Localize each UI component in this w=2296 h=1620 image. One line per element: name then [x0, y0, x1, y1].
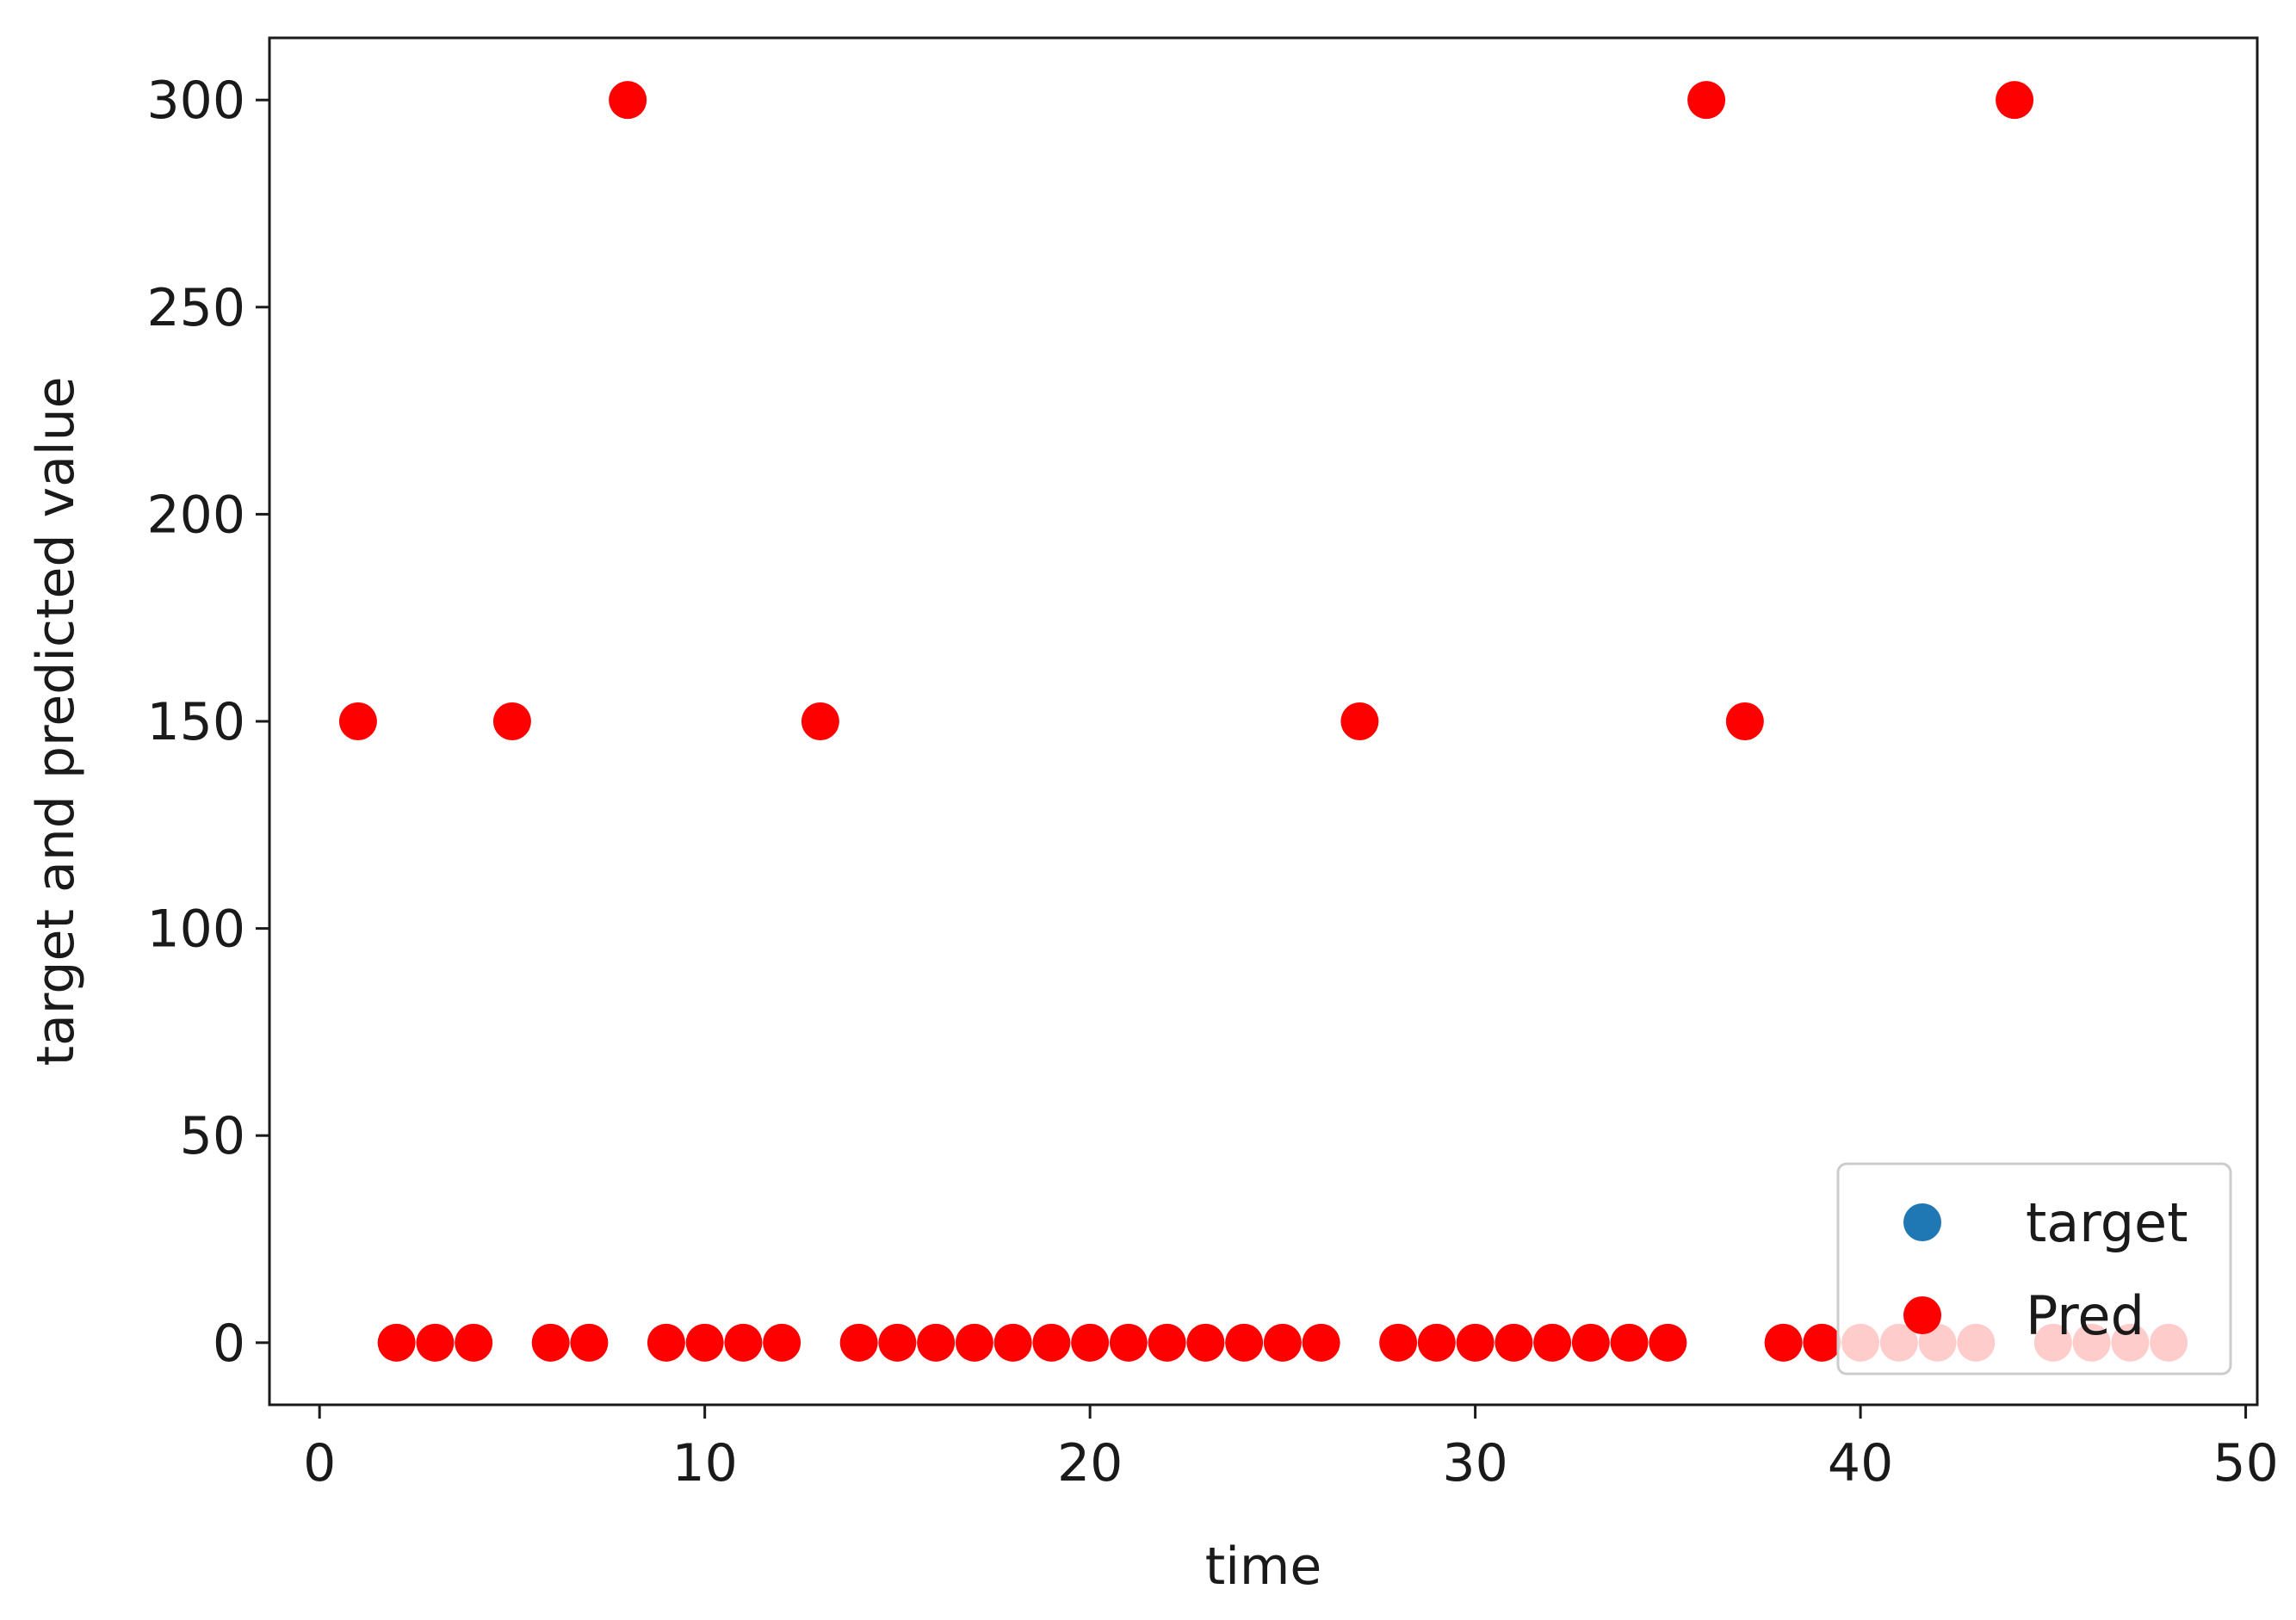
- y-tick-label: 0: [213, 1314, 245, 1374]
- data-point-pred: [1379, 1323, 1418, 1362]
- y-tick-label: 100: [146, 900, 245, 960]
- x-axis-label: time: [1205, 1537, 1322, 1597]
- data-point-pred: [338, 702, 377, 740]
- legend-marker-target: [1903, 1203, 1941, 1241]
- data-point-pred: [1533, 1323, 1572, 1362]
- data-point-pred: [492, 702, 531, 740]
- y-tick-label: 250: [146, 278, 245, 338]
- data-point-pred: [917, 1323, 956, 1362]
- data-point-pred: [531, 1323, 570, 1362]
- y-tick-label: 300: [146, 71, 245, 131]
- data-point-pred: [1610, 1323, 1649, 1362]
- data-point-pred: [724, 1323, 763, 1362]
- data-point-pred: [763, 1323, 801, 1362]
- data-point-pred: [1340, 702, 1379, 740]
- data-point-pred: [377, 1323, 416, 1362]
- data-point-pred: [1302, 1323, 1340, 1362]
- data-point-pred: [647, 1323, 685, 1362]
- legend: target Pred: [1836, 1162, 2232, 1376]
- data-point-pred: [1495, 1323, 1533, 1362]
- data-point-pred: [1225, 1323, 1264, 1362]
- data-point-pred: [1417, 1323, 1456, 1362]
- x-tick-label: 40: [1828, 1433, 1893, 1493]
- data-point-pred: [993, 1323, 1032, 1362]
- data-point-pred: [1996, 81, 2034, 120]
- data-point-pred: [1649, 1323, 1687, 1362]
- data-point-pred: [878, 1323, 917, 1362]
- data-point-pred: [1803, 1323, 1841, 1362]
- x-tick-label: 20: [1057, 1433, 1123, 1493]
- data-point-pred: [609, 81, 647, 120]
- legend-label-target: target: [2026, 1191, 2188, 1254]
- data-point-pred: [1725, 702, 1764, 740]
- data-point-pred: [1263, 1323, 1302, 1362]
- data-point-pred: [570, 1323, 609, 1362]
- data-point-pred: [1109, 1323, 1148, 1362]
- data-point-pred: [1687, 81, 1726, 120]
- ticks-layer: 0 10 20 30 40 50 0 50 100 150 200 250 300: [146, 71, 2278, 1493]
- x-tick-label: 30: [1442, 1433, 1507, 1493]
- data-point-pred: [455, 1323, 493, 1362]
- data-point-pred: [1456, 1323, 1495, 1362]
- x-tick-label: 0: [303, 1433, 336, 1493]
- y-tick-label: 150: [146, 692, 245, 752]
- data-point-pred: [1148, 1323, 1186, 1362]
- data-point-pred: [955, 1323, 993, 1362]
- data-point-pred: [685, 1323, 724, 1362]
- data-point-pred: [416, 1323, 455, 1362]
- data-point-pred: [801, 702, 839, 740]
- legend-marker-pred: [1903, 1296, 1941, 1334]
- y-axis-label: target and predicted value: [26, 376, 86, 1066]
- data-point-pred: [839, 1323, 878, 1362]
- y-tick-label: 200: [146, 485, 245, 545]
- x-tick-label: 10: [671, 1433, 737, 1493]
- data-point-pred: [1186, 1323, 1225, 1362]
- x-tick-label: 50: [2212, 1433, 2278, 1493]
- data-point-pred: [1071, 1323, 1110, 1362]
- y-tick-label: 50: [180, 1106, 245, 1166]
- data-point-pred: [1032, 1323, 1071, 1362]
- data-point-pred: [1571, 1323, 1610, 1362]
- legend-label-pred: Pred: [2026, 1284, 2144, 1347]
- data-point-pred: [1764, 1323, 1803, 1362]
